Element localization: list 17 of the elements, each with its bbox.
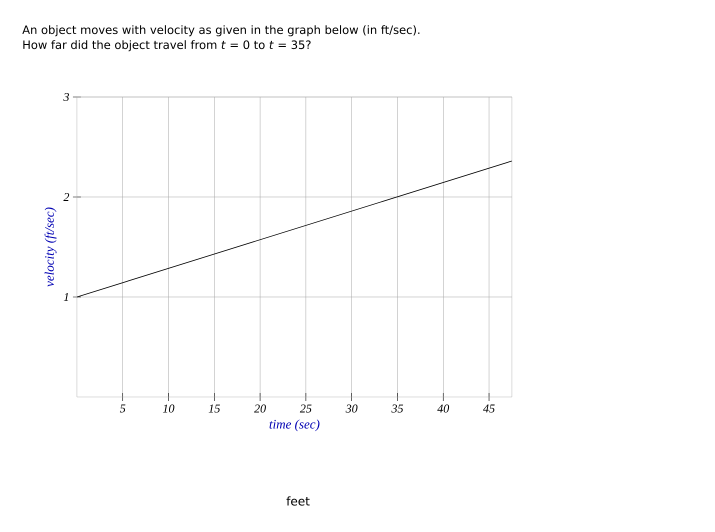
x-tick-label: 10 <box>162 404 174 413</box>
x-axis-title: time (sec) <box>270 419 320 432</box>
y-tick-label: 3 <box>63 92 69 102</box>
x-tick-label: 45 <box>483 404 495 413</box>
x-tick-label: 30 <box>346 404 358 413</box>
y-axis-title: velocity (ft/sec) <box>44 207 57 287</box>
chart-title: An object moves with velocity as given in the graph below (in ft/sec). <box>22 25 420 36</box>
chart-subtitle: How far did the object travel from t = 0 to t = 35? <box>23 40 311 52</box>
text: feet <box>286 496 310 506</box>
x-tick-label: 5 <box>120 404 126 412</box>
x-tick-label: 20 <box>254 404 266 413</box>
x-tick-label: 40 <box>437 404 450 413</box>
x-tick-label: 15 <box>208 404 220 413</box>
x-tick-label: 25 <box>300 404 312 413</box>
x-tick-label: 35 <box>391 404 404 413</box>
y-tick-label: 1 <box>64 293 68 301</box>
y-tick-label: 2 <box>63 193 70 201</box>
